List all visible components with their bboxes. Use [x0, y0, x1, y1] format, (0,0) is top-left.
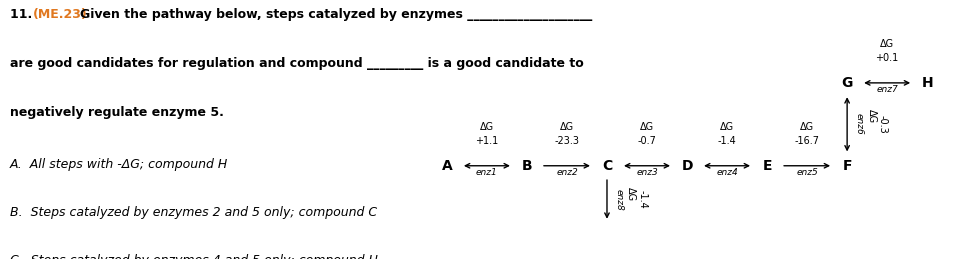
- Text: -0.7: -0.7: [638, 136, 656, 146]
- Text: +1.1: +1.1: [475, 136, 499, 146]
- Text: enz2: enz2: [556, 168, 577, 177]
- Text: -1.4: -1.4: [717, 136, 737, 146]
- Text: E: E: [762, 159, 772, 173]
- Text: ΔG: ΔG: [626, 187, 637, 201]
- Text: B: B: [522, 159, 533, 173]
- Text: ΔG: ΔG: [800, 122, 815, 132]
- Text: F: F: [843, 159, 851, 173]
- Text: enz6: enz6: [854, 113, 864, 135]
- Text: ΔG: ΔG: [560, 122, 574, 132]
- Text: (ME.23): (ME.23): [33, 8, 87, 21]
- Text: are good candidates for regulation and compound _________ is a good candidate to: are good candidates for regulation and c…: [10, 57, 583, 70]
- Text: enz8: enz8: [614, 189, 624, 210]
- Text: ΔG: ΔG: [720, 122, 734, 132]
- Text: C: C: [602, 159, 612, 173]
- Text: enz5: enz5: [796, 168, 818, 177]
- Text: 11.: 11.: [10, 8, 36, 21]
- Text: Given the pathway below, steps catalyzed by enzymes ____________________: Given the pathway below, steps catalyzed…: [80, 8, 592, 21]
- Text: ΔG: ΔG: [480, 122, 494, 132]
- Text: enz7: enz7: [877, 85, 898, 95]
- Text: -23.3: -23.3: [554, 136, 579, 146]
- Text: +0.1: +0.1: [876, 53, 899, 63]
- Text: negatively regulate enzyme 5.: negatively regulate enzyme 5.: [10, 106, 224, 119]
- Text: -16.7: -16.7: [794, 136, 819, 146]
- Text: -1.4: -1.4: [638, 190, 647, 209]
- Text: -0.3: -0.3: [878, 115, 887, 134]
- Text: ΔG: ΔG: [640, 122, 654, 132]
- Text: D: D: [681, 159, 693, 173]
- Text: ΔG: ΔG: [880, 39, 894, 49]
- Text: G: G: [842, 76, 852, 90]
- Text: H: H: [921, 76, 933, 90]
- Text: enz4: enz4: [716, 168, 738, 177]
- Text: enz3: enz3: [636, 168, 658, 177]
- Text: A: A: [441, 159, 452, 173]
- Text: B.  Steps catalyzed by enzymes 2 and 5 only; compound C: B. Steps catalyzed by enzymes 2 and 5 on…: [10, 206, 377, 219]
- Text: enz1: enz1: [476, 168, 498, 177]
- Text: C.  Steps catalyzed by enzymes 4 and 5 only; compound H: C. Steps catalyzed by enzymes 4 and 5 on…: [10, 254, 377, 259]
- Text: A.  All steps with -ΔG; compound H: A. All steps with -ΔG; compound H: [10, 158, 228, 171]
- Text: ΔG: ΔG: [866, 110, 877, 124]
